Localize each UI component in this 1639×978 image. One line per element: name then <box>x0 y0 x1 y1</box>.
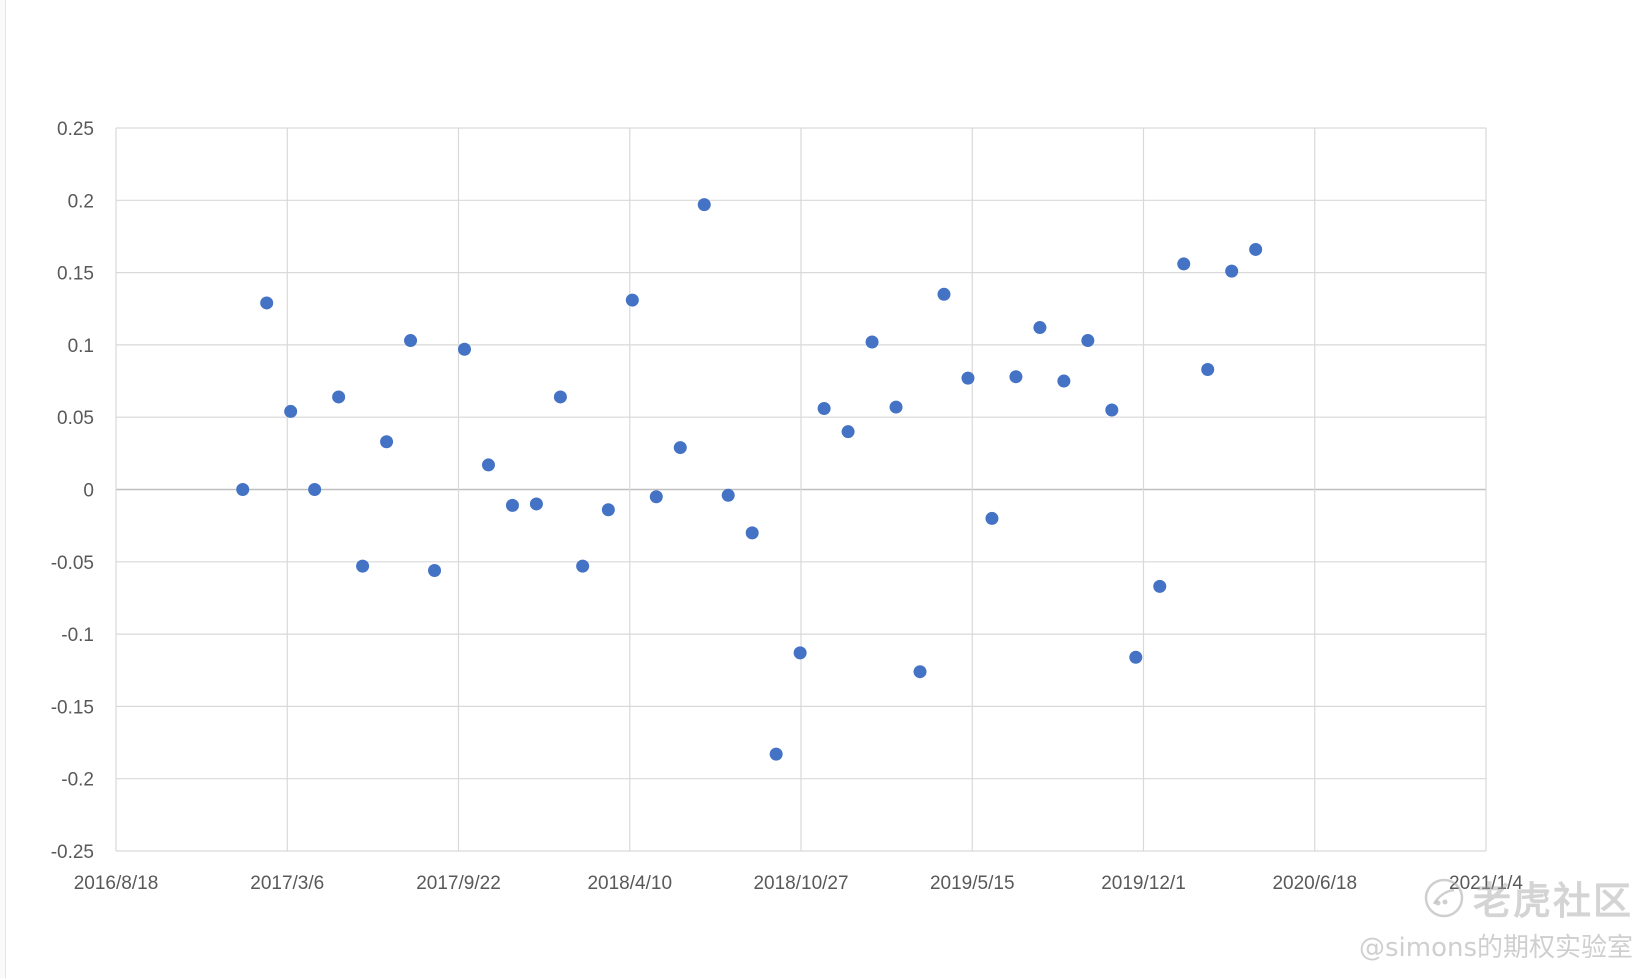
x-tick-label: 2020/6/18 <box>1272 873 1357 894</box>
watermark-author: @simons的期权实验室 <box>1358 933 1633 963</box>
data-point <box>601 503 615 517</box>
data-point <box>1009 370 1023 384</box>
watermark: 老虎社区 @simons的期权实验室 <box>1359 870 1633 964</box>
data-point <box>529 497 543 511</box>
data-point <box>1057 374 1071 388</box>
x-tick-label: 2016/8/18 <box>74 873 159 894</box>
data-point <box>865 335 879 349</box>
y-tick-label: -0.1 <box>61 625 94 646</box>
data-point <box>1177 257 1191 271</box>
watermark-brand: 老虎社区 <box>1472 879 1633 923</box>
x-axis-tick-labels: 2016/8/18 2017/3/6 2017/9/22 2018/4/10 2018/… <box>74 873 1524 894</box>
data-point <box>356 559 370 573</box>
data-point <box>332 390 346 404</box>
data-point <box>889 400 903 414</box>
data-point <box>457 342 471 356</box>
data-point <box>1129 650 1143 664</box>
data-point <box>793 646 807 660</box>
data-point <box>260 296 274 310</box>
data-point <box>236 483 250 496</box>
y-tick-label: -0.05 <box>51 553 94 574</box>
data-point <box>428 563 442 577</box>
tiger-community-logo-icon <box>1424 878 1464 917</box>
data-point <box>308 483 322 496</box>
y-tick-label: 0.25 <box>57 119 94 140</box>
data-point <box>625 293 639 307</box>
y-tick-label: 0.15 <box>57 264 94 285</box>
data-point <box>961 371 975 385</box>
data-point <box>721 488 735 502</box>
data-point <box>481 458 495 472</box>
data-point <box>745 526 759 540</box>
y-axis-tick-labels: 0.25 0.2 0.15 0.1 0.05 0 -0.05 -0.1 -0.15 -0.2 -0.… <box>51 119 94 863</box>
data-point <box>697 198 711 212</box>
data-point <box>1225 264 1239 278</box>
data-point <box>1033 321 1047 335</box>
y-tick-label: -0.2 <box>61 770 94 791</box>
y-tick-label: 0.05 <box>57 408 94 429</box>
data-point <box>673 441 687 455</box>
x-tick-label: 2021/1/4 <box>1449 873 1523 894</box>
data-point <box>769 747 783 761</box>
y-tick-label: -0.15 <box>51 697 94 718</box>
data-point <box>380 435 394 449</box>
data-point <box>937 287 951 301</box>
data-point <box>1249 242 1263 256</box>
data-point <box>1081 334 1095 348</box>
data-point <box>985 511 999 525</box>
x-tick-label: 2017/3/6 <box>250 873 324 894</box>
y-tick-label: -0.25 <box>51 842 94 863</box>
x-tick-label: 2017/9/22 <box>416 873 501 894</box>
x-tick-label: 2018/4/10 <box>587 873 672 894</box>
data-point <box>841 425 855 439</box>
x-tick-label: 2019/5/15 <box>930 873 1015 894</box>
y-tick-label: 0.2 <box>68 191 94 212</box>
y-tick-label: 0 <box>83 481 94 502</box>
spreadsheet-left-edge <box>0 0 6 978</box>
x-tick-label: 2018/10/27 <box>753 873 848 894</box>
x-tick-label: 2019/12/1 <box>1101 873 1186 894</box>
data-point <box>404 334 418 348</box>
chart-points <box>236 198 1263 761</box>
data-point <box>817 402 831 416</box>
data-point <box>284 404 298 418</box>
data-point <box>505 498 519 512</box>
data-point <box>913 665 927 679</box>
data-point <box>576 559 590 573</box>
data-point <box>553 390 567 404</box>
data-point <box>1201 362 1215 376</box>
y-tick-label: 0.1 <box>68 336 94 357</box>
data-point <box>649 490 663 504</box>
chart-gridlines <box>115 127 1487 852</box>
data-point <box>1105 403 1119 417</box>
data-point <box>1153 579 1167 593</box>
